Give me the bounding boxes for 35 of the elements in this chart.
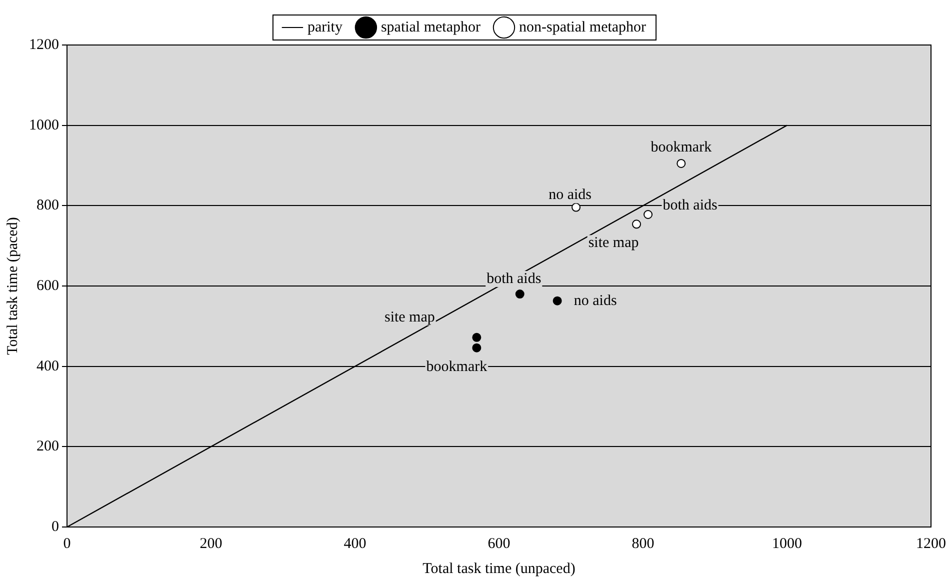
point [644, 210, 653, 220]
x-tick-label: 0 [63, 536, 71, 552]
legend-label: non-spatial metaphor [518, 19, 646, 36]
y-tick-label: 1200 [29, 36, 59, 53]
y-tick-label: 200 [36, 438, 59, 455]
annotation: both aids [662, 197, 718, 214]
annotation: both aids [486, 270, 542, 287]
point [472, 343, 482, 352]
x-tick-label: 800 [632, 536, 654, 552]
y-tick-label: 400 [36, 358, 59, 374]
x-tick-label: 400 [344, 536, 366, 552]
annotation: bookmark [426, 358, 488, 375]
y-tick-label: 0 [52, 518, 59, 535]
legend-label: parity [307, 19, 343, 36]
y-tick-label: 600 [36, 278, 59, 294]
point [632, 220, 642, 229]
x-tick-label: 1000 [772, 536, 802, 552]
point [515, 290, 524, 299]
x-tick-label: 200 [200, 536, 222, 552]
x-tick-label: 600 [488, 536, 510, 552]
y-tick-label: 800 [36, 198, 59, 214]
y-axis-title: Total task time (paced) [4, 217, 21, 355]
point [552, 296, 562, 306]
annotation: bookmark [650, 139, 712, 156]
x-tick-label: 1200 [916, 536, 946, 552]
y-tick-label: 1000 [29, 117, 59, 134]
point [676, 158, 686, 168]
point [472, 332, 482, 342]
annotation: site map [384, 309, 435, 326]
annotation: no aids [548, 187, 592, 204]
annotation: no aids [574, 292, 617, 309]
point [572, 202, 581, 212]
legend-label: spatial metaphor [380, 19, 481, 36]
annotation: site map [588, 235, 639, 252]
x-axis-title: Total task time (unpaced) [422, 560, 576, 577]
